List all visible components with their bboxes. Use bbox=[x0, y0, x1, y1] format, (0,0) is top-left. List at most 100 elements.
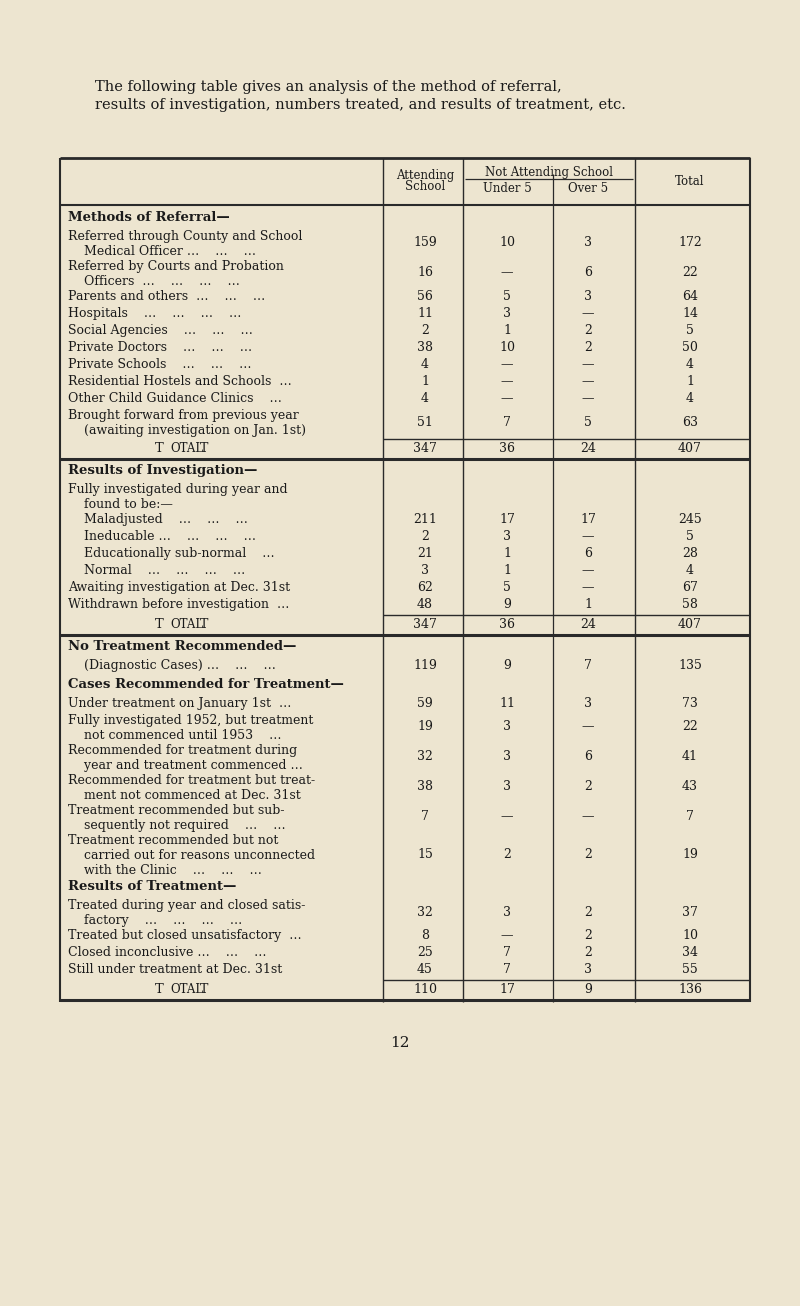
Text: 17: 17 bbox=[499, 513, 515, 526]
Text: 3: 3 bbox=[584, 963, 592, 976]
Text: 38: 38 bbox=[417, 341, 433, 354]
Text: Awaiting investigation at Dec. 31st: Awaiting investigation at Dec. 31st bbox=[68, 581, 290, 594]
Text: results of investigation, numbers treated, and results of treatment, etc.: results of investigation, numbers treate… bbox=[95, 98, 626, 112]
Text: Cases Recommended for Treatment—: Cases Recommended for Treatment— bbox=[68, 678, 344, 691]
Text: 59: 59 bbox=[417, 697, 433, 710]
Text: 9: 9 bbox=[503, 660, 511, 673]
Text: 8: 8 bbox=[421, 929, 429, 942]
Text: Treated but closed unsatisfactory  …: Treated but closed unsatisfactory … bbox=[68, 929, 302, 942]
Text: 2: 2 bbox=[421, 530, 429, 543]
Text: 4: 4 bbox=[421, 358, 429, 371]
Text: 1: 1 bbox=[421, 375, 429, 388]
Text: 245: 245 bbox=[678, 513, 702, 526]
Text: 135: 135 bbox=[678, 660, 702, 673]
Text: 21: 21 bbox=[417, 547, 433, 560]
Text: 7: 7 bbox=[503, 946, 511, 959]
Text: Total: Total bbox=[675, 175, 705, 188]
Text: Fully investigated 1952, but treatment
    not commenced until 1953    …: Fully investigated 1952, but treatment n… bbox=[68, 714, 314, 742]
Text: 347: 347 bbox=[413, 618, 437, 631]
Text: 50: 50 bbox=[682, 341, 698, 354]
Text: 5: 5 bbox=[686, 530, 694, 543]
Text: 2: 2 bbox=[584, 905, 592, 918]
Text: The following table gives an analysis of the method of referral,: The following table gives an analysis of… bbox=[95, 80, 562, 94]
Text: 5: 5 bbox=[584, 415, 592, 428]
Text: 4: 4 bbox=[421, 392, 429, 405]
Text: T: T bbox=[155, 618, 164, 631]
Text: 16: 16 bbox=[417, 266, 433, 279]
Text: Private Schools    …    …    …: Private Schools … … … bbox=[68, 358, 251, 371]
Text: 1: 1 bbox=[503, 564, 511, 577]
Text: 119: 119 bbox=[413, 660, 437, 673]
Text: 9: 9 bbox=[584, 983, 592, 996]
Text: Treatment recommended but sub-
    sequently not required    …    …: Treatment recommended but sub- sequently… bbox=[68, 804, 286, 832]
Text: 407: 407 bbox=[678, 618, 702, 631]
Text: Closed inconclusive …    …    …: Closed inconclusive … … … bbox=[68, 946, 266, 959]
Text: 3: 3 bbox=[503, 307, 511, 320]
Text: —: — bbox=[582, 358, 594, 371]
Text: 3: 3 bbox=[503, 905, 511, 918]
Text: Attending: Attending bbox=[396, 168, 454, 182]
Text: 5: 5 bbox=[503, 581, 511, 594]
Text: 2: 2 bbox=[421, 324, 429, 337]
Text: Recommended for treatment but treat-
    ment not commenced at Dec. 31st: Recommended for treatment but treat- men… bbox=[68, 774, 315, 802]
Text: 32: 32 bbox=[417, 905, 433, 918]
Text: Parents and others  …    …    …: Parents and others … … … bbox=[68, 290, 266, 303]
Text: 3: 3 bbox=[584, 697, 592, 710]
Text: 4: 4 bbox=[686, 564, 694, 577]
Text: 6: 6 bbox=[584, 266, 592, 279]
Text: 19: 19 bbox=[417, 721, 433, 734]
Text: —: — bbox=[582, 811, 594, 824]
Text: OTAL: OTAL bbox=[170, 441, 203, 454]
Text: Still under treatment at Dec. 31st: Still under treatment at Dec. 31st bbox=[68, 963, 282, 976]
Text: 19: 19 bbox=[682, 848, 698, 861]
Text: 43: 43 bbox=[682, 781, 698, 794]
Text: 136: 136 bbox=[678, 983, 702, 996]
Text: T: T bbox=[155, 983, 164, 996]
Text: 347: 347 bbox=[413, 441, 437, 454]
Text: 6: 6 bbox=[584, 751, 592, 764]
Text: 15: 15 bbox=[417, 848, 433, 861]
Text: 3: 3 bbox=[421, 564, 429, 577]
Text: —: — bbox=[501, 929, 514, 942]
Text: 14: 14 bbox=[682, 307, 698, 320]
Text: 36: 36 bbox=[499, 441, 515, 454]
Text: 110: 110 bbox=[413, 983, 437, 996]
Text: T: T bbox=[200, 441, 208, 454]
Text: —: — bbox=[501, 266, 514, 279]
Text: 58: 58 bbox=[682, 598, 698, 611]
Text: 41: 41 bbox=[682, 751, 698, 764]
Text: —: — bbox=[582, 581, 594, 594]
Text: 34: 34 bbox=[682, 946, 698, 959]
Text: 2: 2 bbox=[584, 848, 592, 861]
Text: 7: 7 bbox=[421, 811, 429, 824]
Text: Social Agencies    …    …    …: Social Agencies … … … bbox=[68, 324, 253, 337]
Text: Treated during year and closed satis-
    factory    …    …    …    …: Treated during year and closed satis- fa… bbox=[68, 899, 306, 927]
Text: —: — bbox=[582, 392, 594, 405]
Text: Private Doctors    …    …    …: Private Doctors … … … bbox=[68, 341, 252, 354]
Text: 159: 159 bbox=[413, 236, 437, 249]
Text: Brought forward from previous year
    (awaiting investigation on Jan. 1st): Brought forward from previous year (awai… bbox=[68, 409, 306, 438]
Text: —: — bbox=[582, 564, 594, 577]
Text: 45: 45 bbox=[417, 963, 433, 976]
Text: School: School bbox=[405, 180, 445, 193]
Text: Treatment recommended but not
    carried out for reasons unconnected
    with t: Treatment recommended but not carried ou… bbox=[68, 835, 315, 878]
Text: 2: 2 bbox=[584, 324, 592, 337]
Text: Methods of Referral—: Methods of Referral— bbox=[68, 212, 230, 225]
Text: Maladjusted    …    …    …: Maladjusted … … … bbox=[68, 513, 248, 526]
Text: (Diagnostic Cases) …    …    …: (Diagnostic Cases) … … … bbox=[68, 660, 276, 673]
Text: 2: 2 bbox=[584, 781, 592, 794]
Text: 55: 55 bbox=[682, 963, 698, 976]
Text: OTAL: OTAL bbox=[170, 618, 203, 631]
Text: Residential Hostels and Schools  …: Residential Hostels and Schools … bbox=[68, 375, 292, 388]
Text: 9: 9 bbox=[503, 598, 511, 611]
Text: 48: 48 bbox=[417, 598, 433, 611]
Text: 28: 28 bbox=[682, 547, 698, 560]
Text: 56: 56 bbox=[417, 290, 433, 303]
Text: Referred through County and School
    Medical Officer …    …    …: Referred through County and School Medic… bbox=[68, 230, 302, 259]
Text: 172: 172 bbox=[678, 236, 702, 249]
Text: 6: 6 bbox=[584, 547, 592, 560]
Text: 3: 3 bbox=[503, 751, 511, 764]
Text: 2: 2 bbox=[584, 341, 592, 354]
Text: 7: 7 bbox=[686, 811, 694, 824]
Text: 51: 51 bbox=[417, 415, 433, 428]
